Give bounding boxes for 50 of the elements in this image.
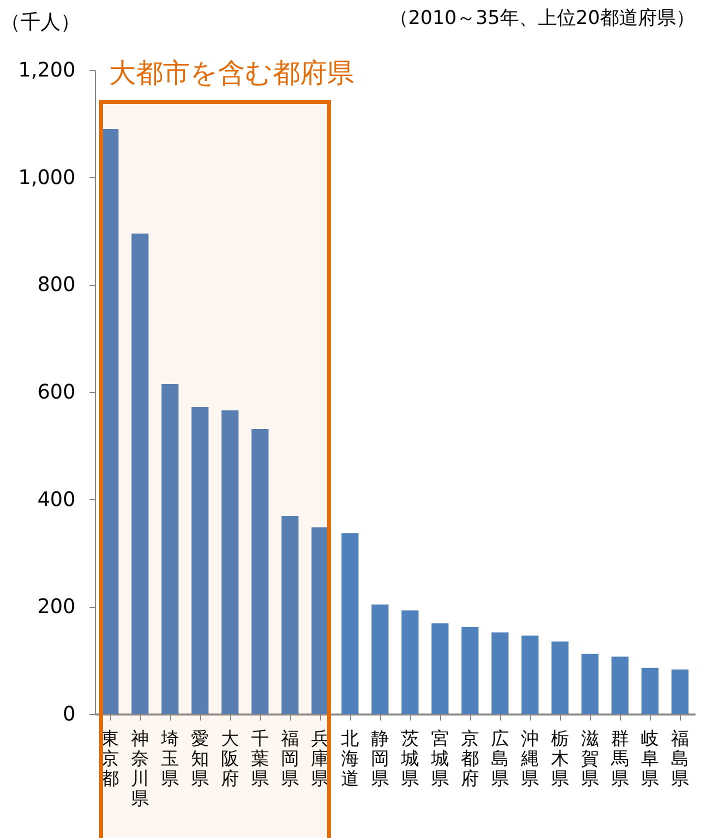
bar (102, 129, 118, 714)
x-tick-label: 岐阜県 (641, 728, 659, 790)
bar (372, 604, 388, 714)
x-tick-label: 福島県 (671, 728, 689, 790)
y-tick-label: 600 (37, 380, 76, 404)
bar (252, 429, 268, 714)
x-tick-label: 茨城県 (400, 728, 419, 790)
bar (672, 669, 688, 714)
band-label: 大都市を含む都府県 (109, 58, 354, 89)
y-tick-label: 400 (37, 486, 76, 511)
x-tick-label: 京都府 (461, 728, 479, 790)
y-tick-label: 800 (37, 272, 76, 296)
x-tick-label: 埼玉県 (160, 728, 179, 790)
y-tick-label: 1,000 (18, 164, 76, 189)
bar (222, 410, 238, 714)
bar (492, 632, 508, 714)
bar (342, 533, 358, 714)
x-tick-label: 神奈川県 (131, 728, 149, 810)
x-tick-label: 滋賀県 (581, 728, 599, 790)
bar (462, 627, 478, 714)
x-tick-label: 宮城県 (430, 728, 449, 790)
x-tick-label: 千葉県 (251, 728, 269, 790)
bar (612, 656, 628, 714)
bar (162, 384, 178, 714)
bar (432, 623, 448, 714)
x-tick-label: 静岡県 (371, 728, 389, 790)
bar (282, 516, 298, 714)
bar (642, 668, 658, 714)
x-tick-label: 大阪府 (221, 728, 239, 790)
x-tick-label: 兵庫県 (311, 728, 329, 790)
y-tick-label: 200 (37, 594, 76, 618)
y-tick-label: 1,200 (18, 58, 76, 82)
bar (192, 407, 208, 714)
bar (402, 610, 418, 714)
x-tick-label: 栃木県 (551, 728, 569, 790)
bar (132, 234, 148, 714)
x-tick-label: 東京都 (101, 728, 119, 790)
bar (312, 527, 328, 714)
bar (582, 654, 598, 714)
x-tick-label: 沖縄県 (520, 728, 539, 790)
x-tick-label: 群馬県 (610, 728, 629, 790)
x-tick-label: 広島県 (491, 728, 509, 790)
bar (552, 642, 568, 714)
x-tick-label: 北海道 (341, 728, 359, 790)
bar (522, 636, 538, 714)
chart-subtitle: （2010～35年、上位20都道府県） (389, 7, 695, 29)
y-tick-label: 0 (62, 702, 76, 726)
x-tick-label: 愛知県 (191, 728, 209, 790)
y-axis-title: （千人） (0, 10, 80, 34)
x-tick-label: 福岡県 (281, 728, 299, 790)
